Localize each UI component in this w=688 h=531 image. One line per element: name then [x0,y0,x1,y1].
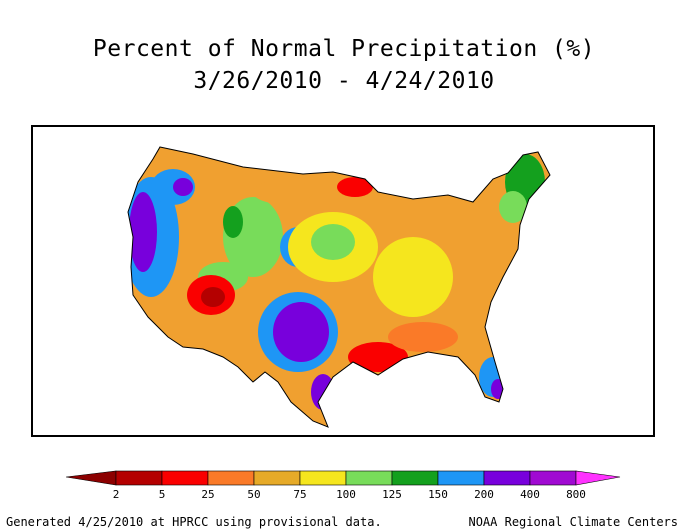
legend-bin [253,470,301,486]
legend-tick-label: 50 [247,488,261,501]
footer-generated: Generated 4/25/2010 at HPRCC using provi… [6,515,382,529]
footer-source: NOAA Regional Climate Centers [468,515,678,529]
legend-tick-label: 150 [428,488,448,501]
precip-field [128,147,550,427]
legend-bin [391,470,439,486]
color-legend [66,470,621,486]
precipitation-map [31,125,655,437]
legend-bin [115,470,163,486]
legend-high-cap [575,470,621,486]
legend-tick-label: 125 [382,488,402,501]
legend-tick-label: 2 [112,488,120,501]
legend-bin [161,470,209,486]
legend-bin [345,470,393,486]
legend-bin [207,470,255,486]
legend-tick-label: 25 [201,488,215,501]
legend-tick-label: 400 [520,488,540,501]
legend-tick-label: 200 [474,488,494,501]
legend-tick-label: 800 [566,488,586,501]
legend-bin [529,470,577,486]
legend-tick-label: 5 [158,488,166,501]
legend-tick-label: 75 [293,488,307,501]
us-outline [127,146,551,428]
legend-tick-label: 100 [336,488,356,501]
us-map [127,146,551,428]
legend-bin [299,470,347,486]
legend-bin [437,470,485,486]
map-title: Percent of Normal Precipitation (%) [92,36,596,62]
map-period: 3/26/2010 - 4/24/2010 [193,68,495,94]
legend-bin [483,470,531,486]
legend-low-cap [66,470,117,486]
